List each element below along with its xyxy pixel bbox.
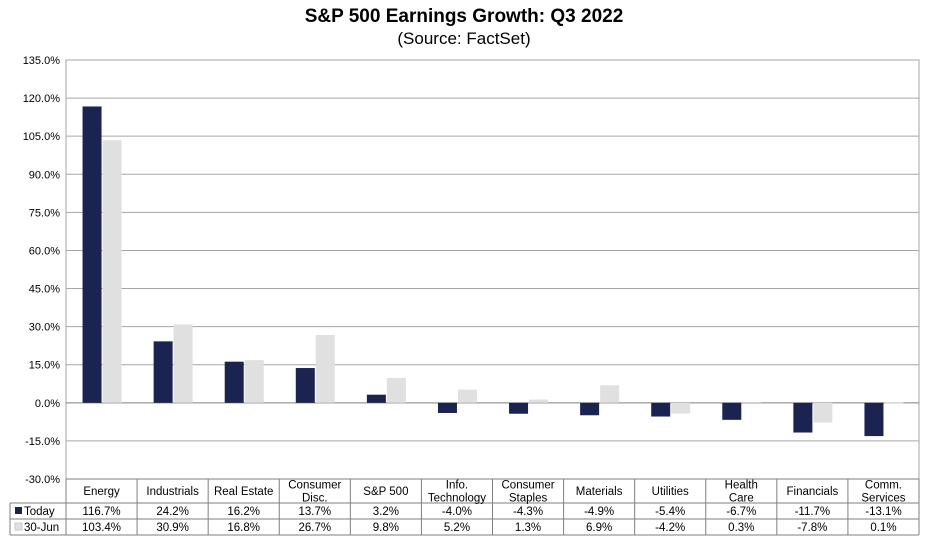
- bar-30-jun: [244, 360, 264, 403]
- y-tick-label: -30.0%: [25, 474, 60, 486]
- category-label: Care: [729, 493, 754, 505]
- legend-label-30-jun: 30-Jun: [24, 522, 59, 534]
- y-tick-label: 60.0%: [29, 245, 60, 257]
- y-tick-label: 105.0%: [23, 131, 61, 143]
- data-label: 16.8%: [227, 522, 260, 534]
- bar-today: [82, 106, 102, 403]
- y-axis-tick-labels: -30.0% -15.0% 0.0% 15.0% 30.0% 45.0% 60.0% 75.0…: [23, 55, 61, 486]
- legend-swatch-today: [15, 507, 22, 514]
- y-tick-label: 120.0%: [23, 93, 61, 105]
- category-label: Consumer: [288, 480, 341, 492]
- data-label: 5.2%: [444, 522, 470, 534]
- bar-30-jun: [600, 385, 620, 403]
- y-tick-label: -15.0%: [25, 436, 60, 448]
- data-label: -5.4%: [655, 506, 685, 518]
- category-label: Staples: [509, 493, 548, 505]
- bar-today: [366, 394, 386, 403]
- plot-area-border: [65, 59, 920, 480]
- category-label: Disc.: [302, 493, 328, 505]
- data-label: 1.3%: [515, 522, 541, 534]
- bar-today: [580, 402, 600, 416]
- legend-swatch-30-jun: [14, 522, 23, 531]
- bar-30-jun: [102, 140, 122, 403]
- data-label: 0.3%: [728, 522, 754, 534]
- bar-today: [722, 402, 742, 420]
- bars: [82, 106, 904, 437]
- category-label: S&P 500: [363, 486, 408, 498]
- bar-today: [224, 361, 244, 403]
- category-label: Technology: [428, 493, 486, 505]
- data-label: -4.9%: [584, 506, 614, 518]
- bar-30-jun: [173, 324, 193, 403]
- data-label: -13.1%: [865, 506, 901, 518]
- legend-label-today: Today: [24, 506, 55, 518]
- bar-today: [793, 402, 813, 433]
- data-label: -11.7%: [795, 506, 831, 518]
- category-label: Utilities: [652, 486, 689, 498]
- gridlines: [65, 59, 920, 480]
- y-tick-label: 15.0%: [29, 360, 60, 372]
- bar-today: [651, 402, 671, 417]
- y-tick-label: 135.0%: [23, 55, 61, 67]
- data-label: 9.8%: [373, 522, 399, 534]
- category-label: Energy: [83, 486, 120, 498]
- bar-today: [509, 402, 529, 414]
- chart-title: S&P 500 Earnings Growth: Q3 2022: [304, 6, 624, 27]
- bar-30-jun: [671, 402, 691, 414]
- y-tick-label: 90.0%: [29, 169, 60, 181]
- category-label: Real Estate: [214, 486, 273, 498]
- category-label: Info.: [446, 480, 468, 492]
- data-label: 24.2%: [156, 506, 189, 518]
- data-label: -4.2%: [655, 522, 685, 534]
- data-label: -7.8%: [797, 522, 827, 534]
- y-tick-label: 30.0%: [29, 322, 60, 334]
- category-label: Health: [725, 480, 758, 492]
- y-tick-label: 0.0%: [35, 398, 60, 410]
- data-label: 30.9%: [156, 522, 189, 534]
- category-label: Services: [861, 493, 905, 505]
- category-label: Consumer: [502, 480, 555, 492]
- data-label: -4.0%: [442, 506, 472, 518]
- data-label: -4.3%: [513, 506, 543, 518]
- y-tick-label: 45.0%: [29, 284, 60, 296]
- category-label: Industrials: [146, 486, 199, 498]
- category-label: Materials: [576, 486, 623, 498]
- bar-30-jun: [813, 402, 833, 423]
- bar-30-jun: [386, 377, 406, 403]
- category-label: Financials: [786, 486, 838, 498]
- data-label: 3.2%: [373, 506, 399, 518]
- data-label: -6.7%: [726, 506, 756, 518]
- data-label: 116.7%: [82, 506, 120, 518]
- data-label: 103.4%: [82, 522, 121, 534]
- bar-30-jun: [457, 389, 477, 403]
- bar-30-jun: [529, 399, 549, 403]
- bar-30-jun: [315, 335, 335, 403]
- chart-subtitle: (Source: FactSet): [397, 29, 531, 48]
- bar-30-jun: [884, 402, 904, 404]
- category-label: Comm.: [865, 480, 902, 492]
- data-label: 26.7%: [298, 522, 331, 534]
- bar-today: [153, 341, 173, 403]
- bar-today: [437, 402, 457, 413]
- data-label: 0.1%: [870, 522, 896, 534]
- bar-30-jun: [742, 402, 762, 403]
- data-label: 16.2%: [227, 506, 260, 518]
- bar-today: [295, 368, 315, 403]
- data-table: Energy Industrials Real EstateConsumerDisc…: [9, 478, 920, 536]
- data-label: 6.9%: [586, 522, 612, 534]
- bar-today: [864, 402, 884, 437]
- data-label: 13.7%: [298, 506, 331, 518]
- y-tick-label: 75.0%: [29, 207, 60, 219]
